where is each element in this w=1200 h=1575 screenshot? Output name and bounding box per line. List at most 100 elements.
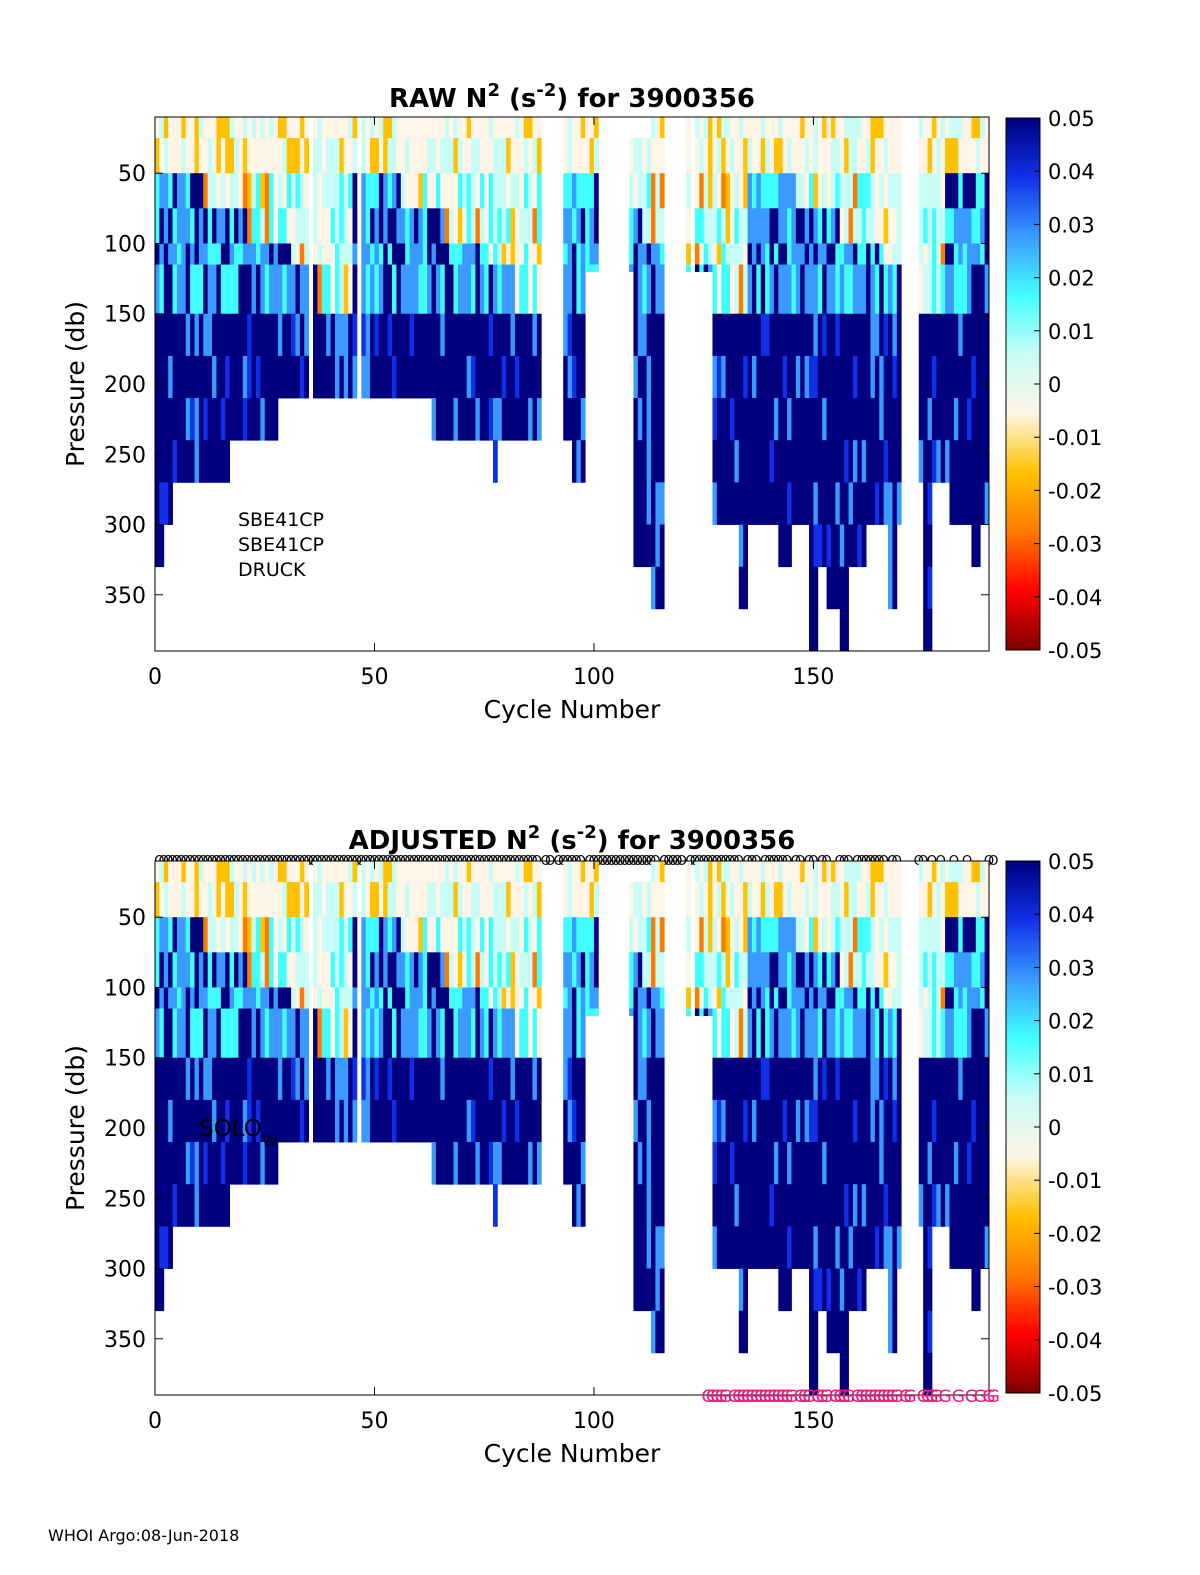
heatmap-cell [291,117,296,139]
heatmap-cell [773,208,779,244]
colorbar-tick-label: 0.03 [1048,956,1095,980]
heatmap-cell [172,1008,178,1059]
sensor-note-3: DRUCK [238,559,306,581]
heatmap-cell [936,1184,942,1227]
heatmap-cell [918,1184,924,1227]
heatmap-cell [773,1099,779,1143]
heatmap-cell [826,264,832,315]
heatmap-cell [475,917,481,953]
heatmap-cell [409,173,415,209]
heatmap-cell [896,482,902,525]
heatmap-cell [563,861,569,883]
heatmap-cell [536,987,542,1009]
heatmap-cell [787,1099,792,1143]
heatmap-cell [229,138,235,174]
heatmap-cell [242,1008,248,1059]
heatmap-cell [646,243,652,265]
heatmap-cell [536,355,542,399]
heatmap-cell [378,917,384,953]
heatmap-cell [383,243,389,265]
heatmap-cell [984,173,990,209]
heatmap-cell [506,1008,511,1059]
heatmap-cell [817,1226,823,1269]
heatmap-cell [659,173,665,209]
heatmap-cell [813,355,819,399]
heatmap-cell [238,208,244,244]
heatmap-cell [642,355,648,399]
heatmap-cell [769,1142,775,1185]
heatmap-cell [536,1008,542,1059]
heatmap-cell [247,117,252,139]
heatmap-cell [514,1099,520,1143]
heatmap-cell [163,1008,169,1059]
heatmap-cell [383,313,389,357]
heatmap-cell [190,440,195,483]
heatmap-cell [449,313,454,357]
heatmap-cell [848,173,854,209]
heatmap-cell [203,1184,209,1227]
heatmap-cell [352,861,358,883]
heatmap-cell [633,882,639,918]
heatmap-cell [378,264,384,315]
heatmap-cell [532,1008,538,1059]
heatmap-cell [830,566,836,610]
heatmap-cell [861,987,867,1009]
heatmap-cell [585,117,590,139]
heatmap-cell [721,264,727,315]
heatmap-cell [194,1142,200,1185]
heatmap-cell [181,882,187,918]
heatmap-cell [852,524,858,568]
heatmap-cell [326,208,331,244]
heatmap-cell [883,313,889,357]
heatmap-cell [637,952,643,988]
heatmap-cell [497,264,503,315]
heatmap-cell [945,208,950,244]
heatmap-cell [392,138,397,174]
heatmap-cell [155,208,160,244]
heatmap-cell [866,243,871,265]
heatmap-cell [488,243,494,265]
heatmap-cell [809,264,814,315]
heatmap-cell [813,313,819,357]
heatmap-cell [725,1184,731,1227]
heatmap-cell [225,1099,231,1143]
heatmap-cell [163,173,169,209]
heatmap-cell [879,1057,885,1101]
heatmap-cell [848,313,854,357]
heatmap-cell [190,173,195,209]
heatmap-cell [427,1099,432,1143]
heatmap-cell [519,264,525,315]
heatmap-cell [506,398,511,441]
heatmap-cell [593,1008,599,1016]
heatmap-cell [830,987,836,1009]
heatmap-cell [813,1352,819,1396]
heatmap-cell [778,987,784,1009]
heatmap-cell [576,138,582,174]
heatmap-cell [835,1226,841,1269]
heatmap-cell [234,243,239,265]
heatmap-cell [422,117,428,139]
heatmap-cell [212,1057,217,1101]
heatmap-cell [659,355,665,399]
heatmap-cell [716,208,722,244]
heatmap-cell [839,208,845,244]
heatmap-cell [975,208,981,244]
heatmap-cell [888,313,893,357]
heatmap-cell [444,917,450,953]
heatmap-cell [637,313,643,357]
heatmap-cell [238,355,244,399]
heatmap-cell [185,117,191,139]
heatmap-cell [343,1057,349,1101]
heatmap-cell [163,138,169,174]
heatmap-cell [576,1008,582,1059]
heatmap-cell [387,987,393,1009]
heatmap-cell [962,264,968,315]
heatmap-cell [181,264,187,315]
heatmap-cell [839,608,845,652]
heatmap-cell [427,917,432,953]
heatmap-cell [879,1226,885,1269]
heatmap-cell [330,1008,336,1059]
heatmap-cell [212,264,217,315]
heatmap-cell [229,1099,235,1143]
heatmap-cell [365,882,371,918]
